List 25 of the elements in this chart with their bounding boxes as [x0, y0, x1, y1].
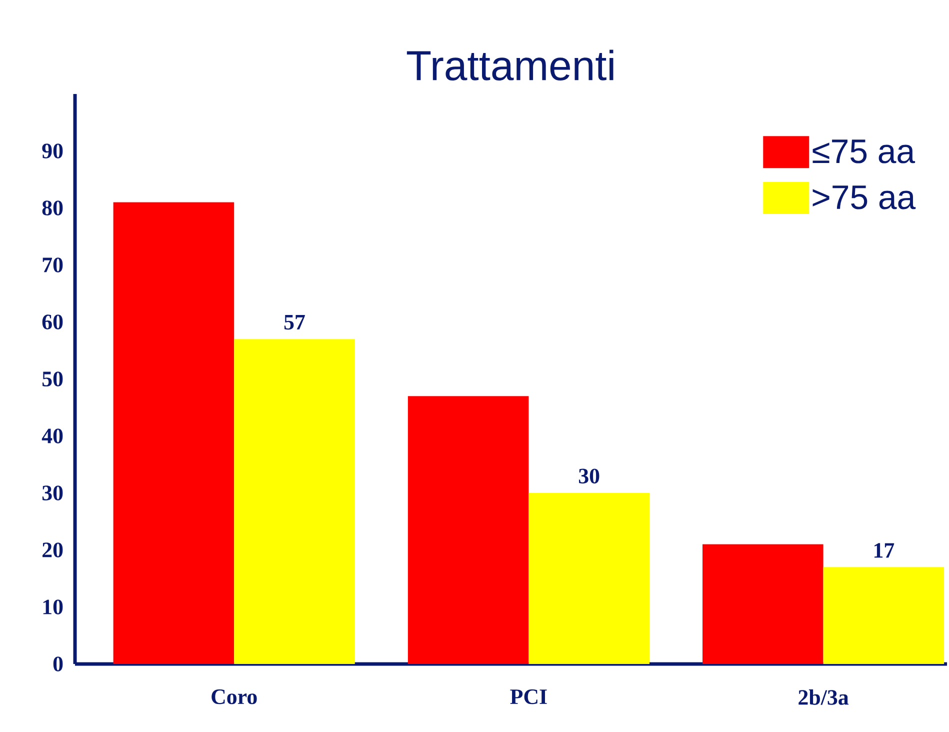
data-label: 17	[874, 543, 894, 558]
bar	[408, 396, 529, 664]
x-tick-label: Coro	[212, 689, 257, 704]
y-tick-label: 70	[42, 258, 63, 272]
x-tick-label: 2b/3a	[798, 689, 849, 705]
y-tick-label: 60	[42, 314, 63, 330]
data-label: 57	[284, 315, 305, 330]
bar	[823, 567, 944, 664]
bar	[113, 202, 234, 664]
y-tick-label: 20	[42, 542, 63, 558]
chart-title: Trattamenti	[406, 50, 614, 80]
legend-label: >75 aa	[812, 186, 916, 210]
data-label: 30	[578, 468, 600, 484]
y-tick-label: 40	[42, 428, 63, 444]
y-tick-label: 10	[43, 600, 63, 614]
y-tick-label: 30	[42, 486, 63, 500]
y-tick-label: 50	[42, 372, 63, 386]
legend-label: ≤75 aa	[812, 140, 916, 164]
y-tick-label: 0	[53, 656, 63, 672]
bar	[528, 492, 650, 664]
y-tick-label: 80	[42, 200, 63, 216]
y-tick-label: 90	[42, 144, 63, 158]
bar	[234, 339, 355, 664]
bar	[702, 544, 824, 664]
x-tick-label: PCI	[510, 689, 547, 704]
